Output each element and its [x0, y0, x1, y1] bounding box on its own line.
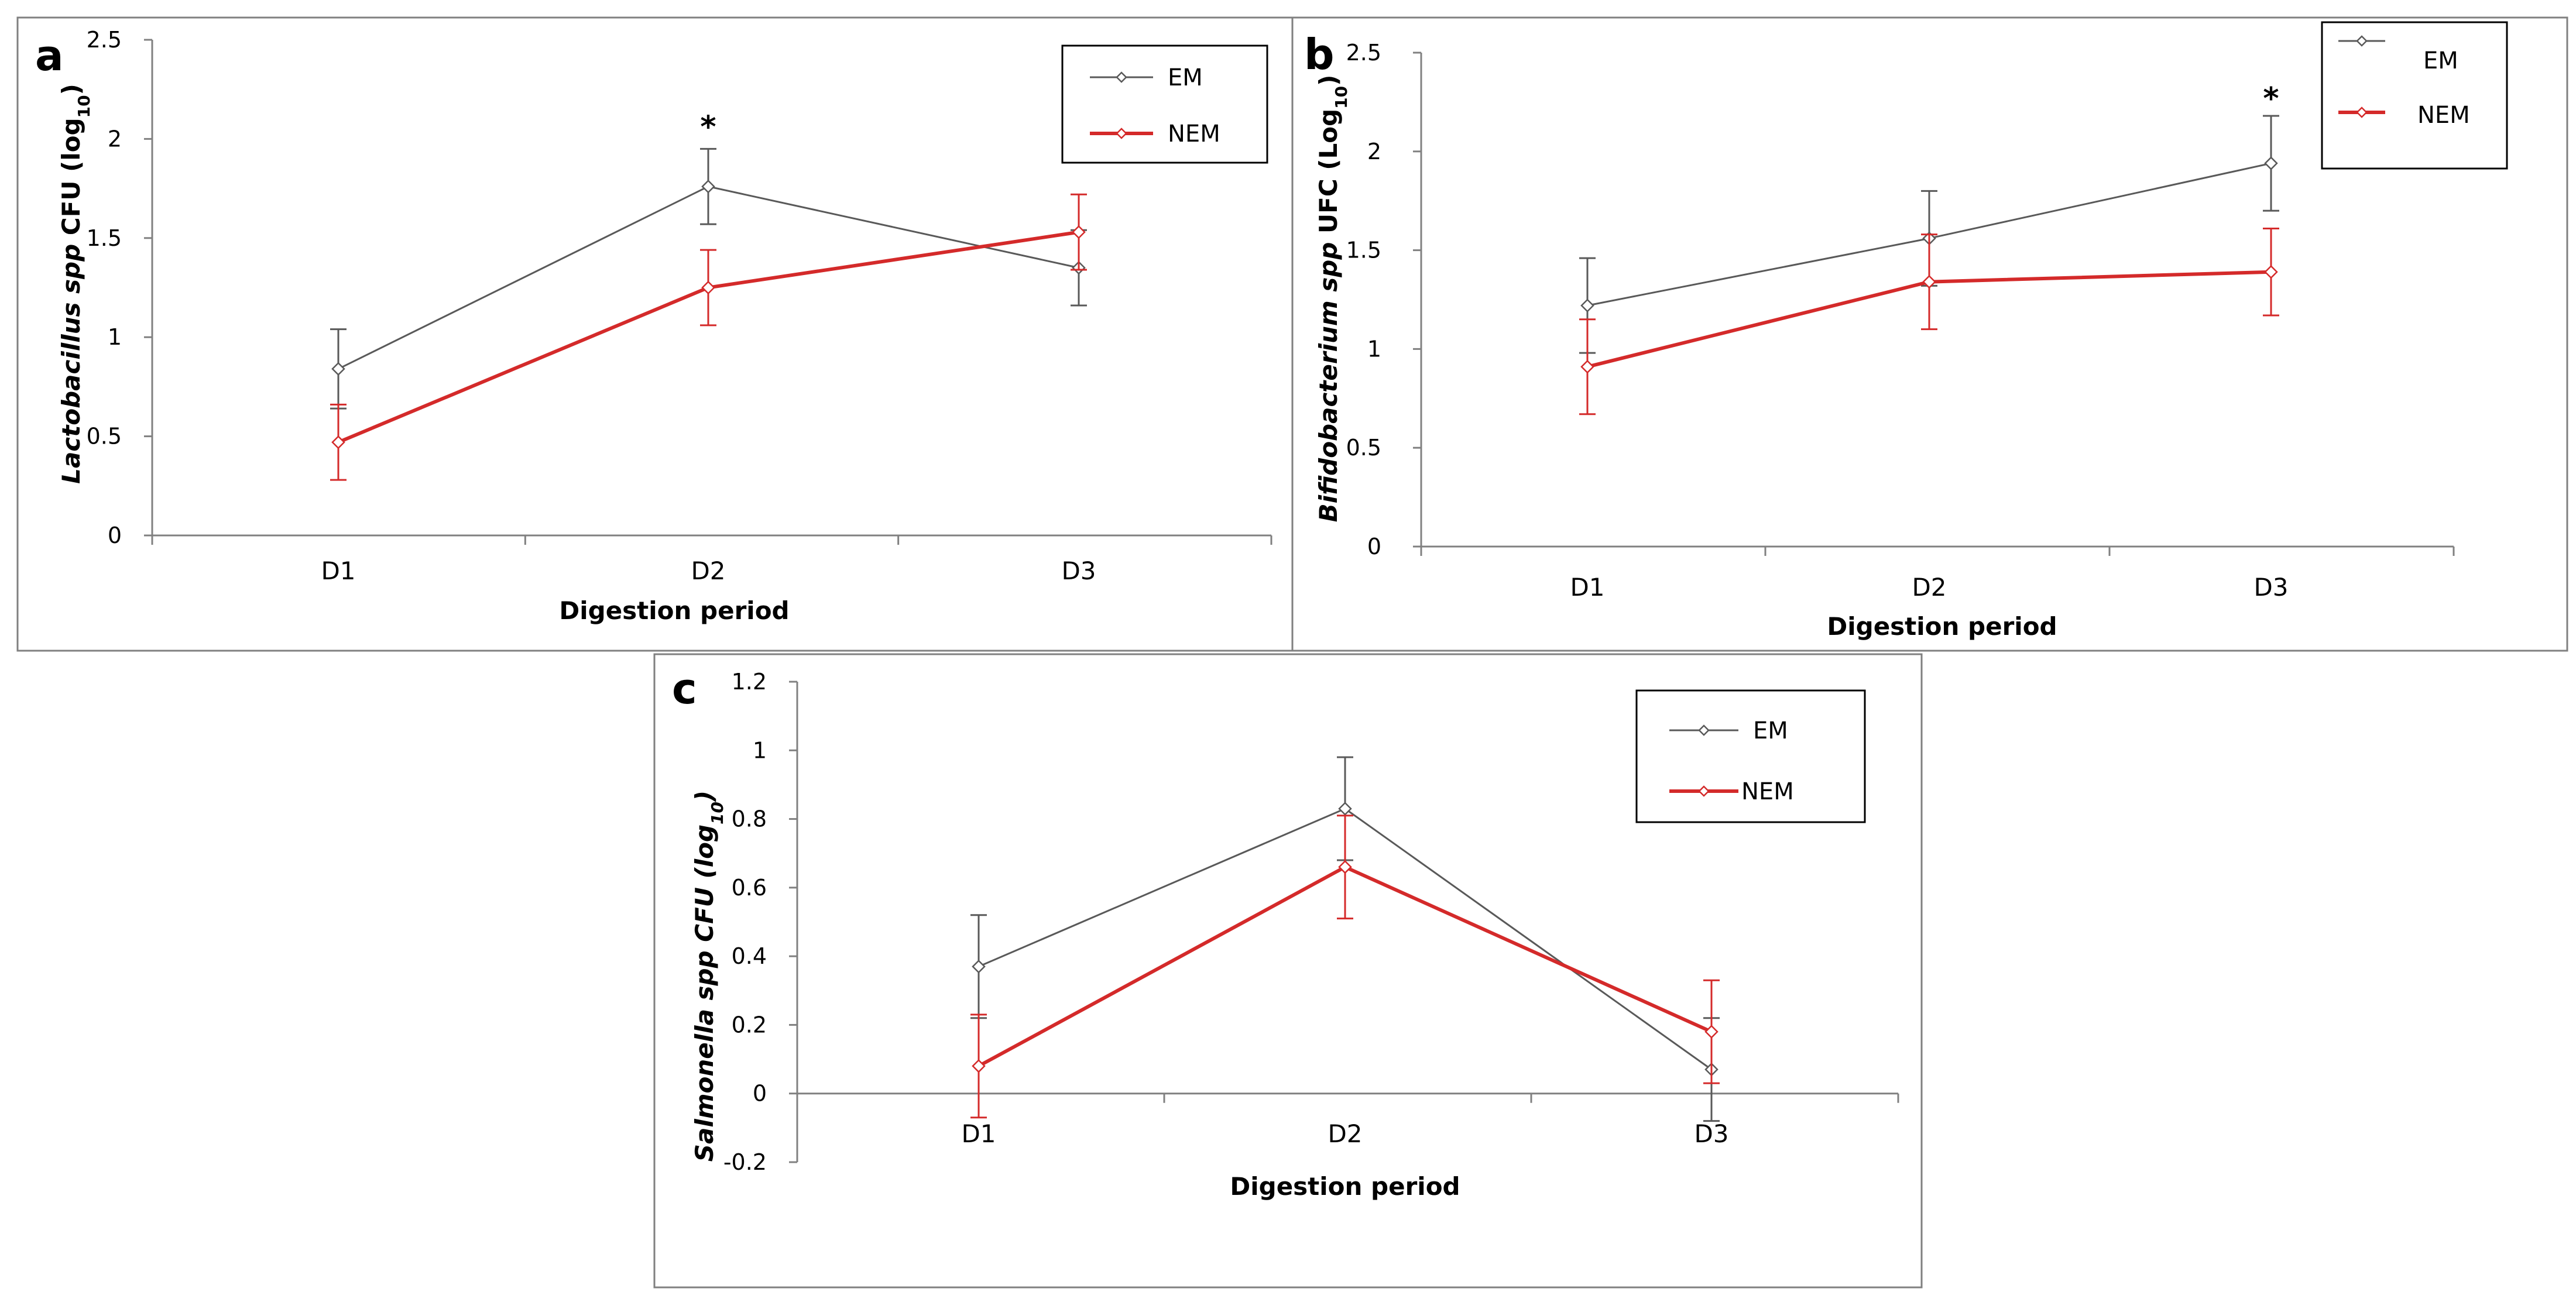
panel-a-nem-point: [331, 435, 345, 449]
panel-c: c -0.2 0 0.2 0.4 0.6 0.8 1 1.2 D1 D2 D3 Digestion …: [653, 653, 1923, 1289]
panel-a-nem-point: [1072, 225, 1086, 239]
panel-a-y-axis-title: Lactobacillus spp CFU (log10): [57, 84, 94, 484]
panel-c-nem-point: [1704, 1025, 1719, 1039]
panel-b-legend-nem-label: NEM: [2417, 102, 2470, 129]
panel-b-letter: b: [1304, 30, 1335, 79]
panel-b-y-axis-title-sub: 10: [1332, 86, 1351, 109]
panel-a-y-tick-label: 2: [108, 126, 122, 152]
panel-a: a 0 0.5 1 1.5 2 2.5 D1 D2 D3 * Digestion period L…: [16, 16, 1294, 652]
panel-c-em-point: [972, 959, 986, 974]
panel-a-nem-point: [701, 280, 715, 295]
panel-a-letter: a: [35, 31, 64, 80]
panel-a-y-axis-title-sub: 10: [74, 95, 94, 118]
panel-a-y-tick-label: 2.5: [87, 27, 122, 53]
panel-a-y-axis-title-end: ): [57, 84, 85, 95]
panel-c-y-tick-label: 0.6: [732, 875, 767, 901]
panel-a-legend-box: [1061, 44, 1268, 164]
panel-c-y-tick-label: 0.8: [732, 806, 767, 832]
panel-c-nem-point: [1338, 860, 1352, 874]
panel-b-y-tick-label: 1.5: [1346, 238, 1381, 263]
panel-a-y-tick-label: 1: [108, 324, 122, 350]
panel-a-x-tick-label: D3: [1061, 556, 1096, 585]
panel-b-frame: [1291, 16, 2568, 652]
panel-c-x-tick-label: D3: [1694, 1119, 1728, 1148]
panel-c-y-axis-title-sub: 10: [708, 802, 727, 825]
panel-c-plot: -0.2 0 0.2 0.4 0.6 0.8 1 1.2 D1 D2 D3: [723, 669, 1899, 1175]
panel-b-plot: 0 0.5 1 1.5 2 2.5 D1 D2 D3 *: [1346, 40, 2455, 602]
panel-a-x-tick-label: D1: [321, 556, 355, 585]
panel-c-y-tick-label: 1: [753, 737, 767, 763]
panel-c-x-axis-title: Digestion period: [1230, 1172, 1460, 1201]
panel-b-y-axis-title-end: ): [1314, 75, 1343, 86]
panel-b-legend: EM NEM: [2321, 21, 2508, 170]
panel-b-significance-marker: *: [2263, 81, 2279, 116]
panel-b-legend-em-label: EM: [2423, 47, 2458, 74]
panel-c-em-point: [1338, 802, 1352, 816]
panel-c-y-axis-title: Salmonella spp CFU (log10): [690, 791, 727, 1162]
panel-b-y-axis-title-italic: Bifidobacterium spp: [1314, 242, 1343, 523]
panel-c-y-tick-label: 0.4: [732, 943, 767, 969]
panel-c-x-tick-label: D1: [961, 1119, 996, 1148]
panel-a-legend-em-label: EM: [1168, 64, 1203, 91]
panel-a-em-point: [701, 179, 715, 194]
panel-b-y-axis-title: Bifidobacterium spp UFC (Log10): [1314, 75, 1351, 523]
panel-b-em-point: [2264, 156, 2278, 170]
panel-c-legend-box: [1635, 689, 1866, 823]
panel-c-y-tick-label: -0.2: [723, 1149, 767, 1175]
panel-b-y-axis-title-rest: UFC (Log: [1314, 109, 1343, 242]
panel-c-y-axis-title-main: Salmonella spp CFU (log: [690, 825, 719, 1162]
panel-c-legend-nem-label: NEM: [1741, 778, 1794, 805]
panel-b-nem-point: [1922, 274, 1936, 289]
panel-b-legend-em-marker: [2356, 35, 2368, 47]
panel-b-em-point: [1580, 298, 1594, 312]
panel-c-x-tick-label: D2: [1328, 1119, 1362, 1148]
panel-b-y-tick-label: 1: [1367, 336, 1381, 362]
panel-b-y-tick-label: 2.5: [1346, 40, 1381, 66]
panel-a-legend-nem-label: NEM: [1168, 121, 1220, 147]
panel-a-plot: 0 0.5 1 1.5 2 2.5 D1 D2 D3 *: [87, 27, 1272, 585]
panel-c-y-axis-title-end: ): [690, 791, 719, 803]
panel-b-y-tick-label: 0: [1367, 534, 1381, 559]
panel-b-x-tick-label: D3: [2253, 573, 2288, 602]
panel-b-x-axis-title: Digestion period: [1827, 612, 2057, 641]
panel-b-y-tick-label: 2: [1367, 139, 1381, 164]
panel-c-legend-em-label: EM: [1753, 717, 1788, 744]
panel-c-frame: [653, 653, 1923, 1289]
panel-a-x-tick-label: D2: [691, 556, 725, 585]
panel-c-legend: EM NEM: [1635, 689, 1866, 823]
panel-a-em-point: [331, 362, 345, 376]
panel-a-y-axis-title-rest: CFU (log: [57, 118, 85, 243]
panel-b-nem-point: [1580, 360, 1594, 374]
panel-a-significance-marker: *: [700, 109, 716, 145]
panel-c-nem-point: [972, 1059, 986, 1073]
panel-b-nem-point: [2264, 264, 2278, 279]
panel-c-y-tick-label: 1.2: [732, 669, 767, 695]
panel-b-x-tick-label: D1: [1570, 573, 1604, 602]
panel-a-legend: EM NEM: [1061, 44, 1268, 164]
panel-b-x-tick-label: D2: [1912, 573, 1946, 602]
panel-c-legend-nem-marker: [1698, 785, 1710, 797]
panel-c-letter: c: [672, 664, 697, 713]
panel-b: b 0 0.5 1 1.5 2 2.5 D1 D2 D3 * Digestion period B…: [1291, 16, 2568, 652]
panel-a-y-axis-title-italic: Lactobacillus spp: [57, 244, 85, 484]
panel-a-x-axis-title: Digestion period: [559, 596, 789, 625]
panel-a-y-tick-label: 0: [108, 523, 122, 548]
panel-a-y-tick-label: 1.5: [87, 225, 122, 251]
panel-b-y-tick-label: 0.5: [1346, 435, 1381, 461]
panel-b-legend-nem-marker: [2356, 107, 2368, 118]
panel-b-legend-box: [2321, 21, 2508, 170]
panel-c-legend-em-marker: [1698, 724, 1710, 736]
panel-c-y-tick-label: 0.2: [732, 1012, 767, 1038]
panel-c-y-tick-label: 0: [753, 1081, 767, 1107]
panel-a-legend-em-marker: [1116, 71, 1127, 83]
panel-a-y-tick-label: 0.5: [87, 424, 122, 449]
panel-a-legend-nem-marker: [1116, 128, 1127, 139]
